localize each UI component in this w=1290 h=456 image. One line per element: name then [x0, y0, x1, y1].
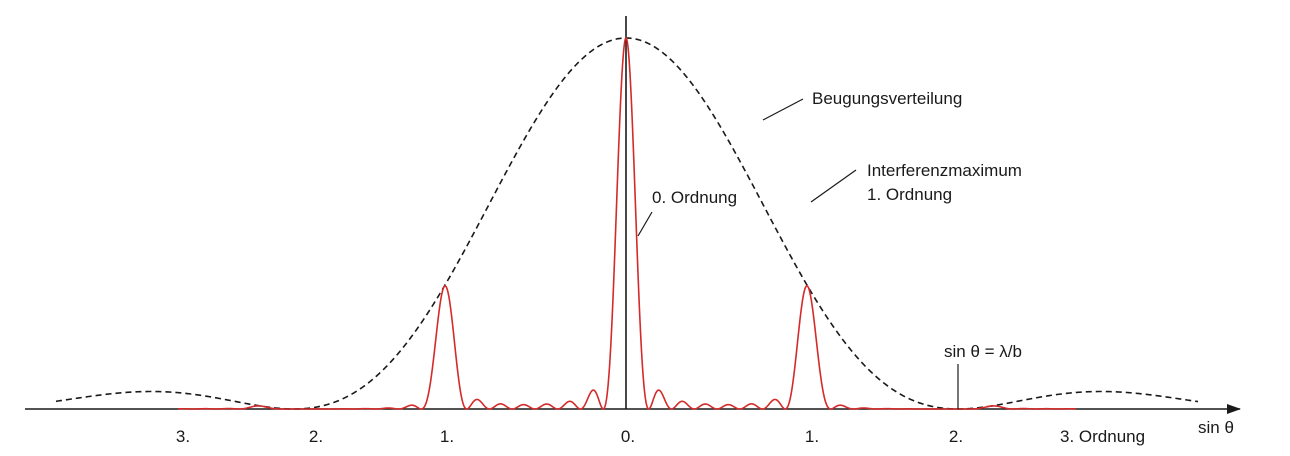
first-minimum-label: sin θ = λ/b [944, 342, 1022, 361]
zeroth-order-label: 0. Ordnung [652, 188, 737, 207]
tick-order-minus-1: 1. [440, 427, 454, 446]
first-max-label-line1: Interferenzmaximum [867, 161, 1022, 180]
annotations: Beugungsverteilung Interferenzmaximum 1.… [637, 89, 1022, 409]
first-max-label-line2: 1. Ordnung [867, 185, 952, 204]
tick-order-plus-1: 1. [805, 427, 819, 446]
zeroth-order-pointer-line [637, 211, 653, 237]
first-max-pointer-line [810, 169, 857, 203]
order-tick-labels: 3. 2. 1. 0. 1. 2. 3. Ordnung [176, 427, 1145, 446]
tick-order-minus-2: 2. [309, 427, 323, 446]
x-axis-label: sin θ [1198, 418, 1234, 437]
tick-order-plus-3: 3. Ordnung [1060, 427, 1145, 446]
diffraction-envelope-curve [55, 37, 1199, 410]
tick-order-0: 0. [621, 427, 635, 446]
tick-order-plus-2: 2. [949, 427, 963, 446]
tick-order-minus-3: 3. [176, 427, 190, 446]
envelope-pointer-line [762, 98, 804, 121]
interference-pattern-curve [177, 36, 1077, 410]
envelope-label: Beugungsverteilung [812, 89, 962, 108]
